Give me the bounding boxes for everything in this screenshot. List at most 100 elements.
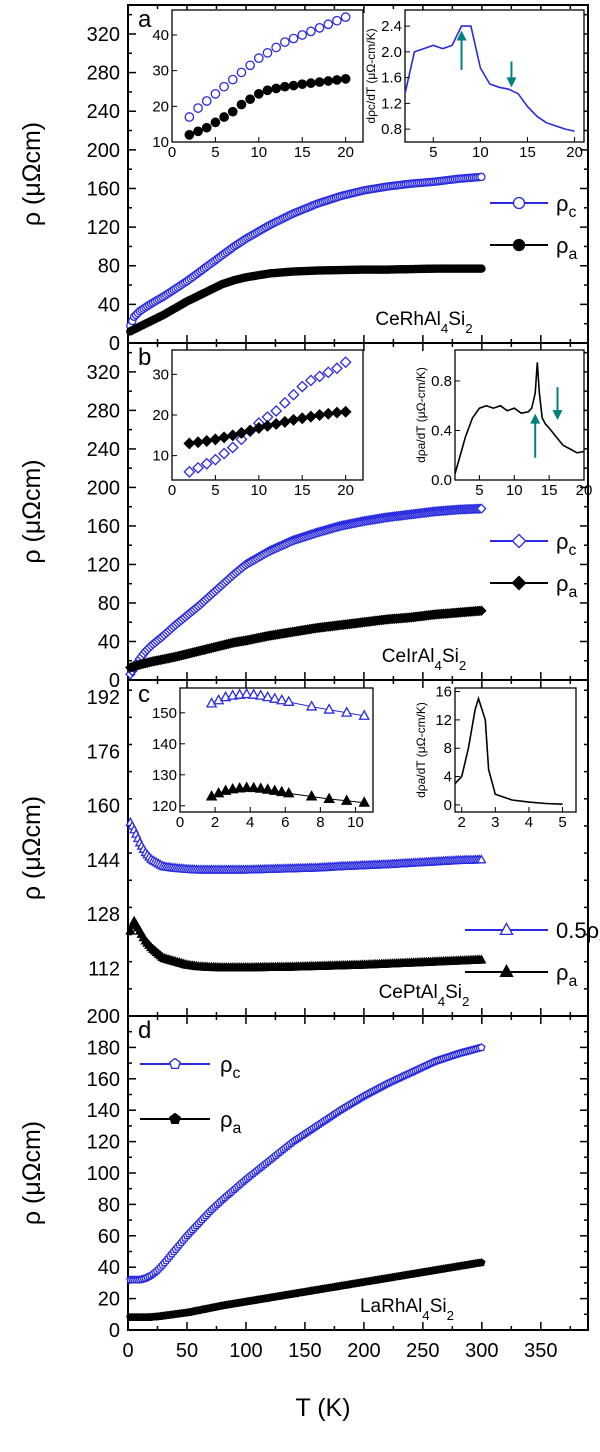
inset-x-tick-label: 0 bbox=[168, 482, 176, 499]
series-rho-a bbox=[125, 915, 487, 972]
data-point bbox=[233, 782, 246, 793]
legend-label: ρc bbox=[220, 1052, 241, 1082]
y-tick-label: 280 bbox=[87, 63, 120, 85]
data-point bbox=[244, 424, 257, 437]
inset-x-tick-label: 10 bbox=[250, 482, 267, 499]
inset-x-tick-label: 15 bbox=[519, 144, 536, 161]
sample-label: CeRhAl4Si2 bbox=[375, 309, 472, 336]
x-tick-label: 100 bbox=[229, 1340, 262, 1362]
data-point bbox=[193, 126, 203, 137]
data-point bbox=[476, 605, 487, 616]
sample-label: CeIrAl4Si2 bbox=[382, 646, 467, 673]
data-point bbox=[169, 1112, 181, 1125]
data-point bbox=[227, 74, 238, 85]
data-point bbox=[209, 453, 222, 466]
y-tick-label: 144 bbox=[87, 850, 120, 872]
arrow-head bbox=[552, 410, 563, 421]
y-tick-label: 200 bbox=[87, 1006, 120, 1028]
data-point bbox=[254, 782, 267, 793]
y-axis-label: ρ (μΩcm) bbox=[18, 796, 46, 900]
panel-letter: b bbox=[138, 344, 151, 371]
inset-y-tick-label: 12 bbox=[435, 712, 452, 729]
y-tick-label: 120 bbox=[87, 217, 120, 239]
x-tick-label: 300 bbox=[465, 1340, 498, 1362]
y-tick-label: 200 bbox=[87, 477, 120, 499]
data-point bbox=[200, 457, 213, 470]
y-tick-label: 120 bbox=[87, 1132, 120, 1154]
data-point bbox=[477, 172, 486, 182]
inset-x-tick-label: 20 bbox=[337, 482, 354, 499]
data-point bbox=[262, 85, 273, 96]
data-point bbox=[193, 103, 203, 113]
data-point bbox=[511, 575, 527, 591]
legend: ρc ρa bbox=[140, 1052, 242, 1137]
inset-frame bbox=[454, 687, 577, 813]
y-tick-label: 180 bbox=[87, 1037, 120, 1059]
data-point bbox=[297, 30, 308, 40]
data-point bbox=[253, 53, 264, 64]
data-point bbox=[240, 781, 253, 792]
y-tick-label: 240 bbox=[87, 101, 120, 123]
inset-x-tick-label: 20 bbox=[566, 144, 583, 161]
y-tick-label: 40 bbox=[98, 1257, 120, 1279]
inset-y-tick-label: 20 bbox=[152, 407, 169, 424]
inset-y-tick-label: 4 bbox=[444, 769, 452, 786]
inset-x-tick-label: 0 bbox=[168, 144, 176, 161]
data-point bbox=[283, 787, 295, 798]
data-point bbox=[125, 925, 136, 935]
data-point bbox=[227, 106, 238, 117]
arrow-head bbox=[530, 413, 541, 424]
inset-y-tick-label: 10 bbox=[152, 134, 169, 151]
y-tick-label: 80 bbox=[98, 256, 120, 278]
y-tick-label: 160 bbox=[87, 516, 120, 538]
inset-x-tick-label: 10 bbox=[506, 482, 523, 499]
legend-label: ρa bbox=[220, 1107, 242, 1137]
data-point bbox=[201, 96, 212, 106]
inset-x-tick-label: 2 bbox=[211, 814, 219, 831]
inset-frame bbox=[404, 9, 585, 143]
sample-label: LaRhAl4Si2 bbox=[360, 1296, 454, 1323]
data-point bbox=[288, 80, 299, 91]
data-point bbox=[271, 83, 282, 94]
x-tick-label: 250 bbox=[406, 1340, 439, 1362]
arrow-down-icon bbox=[506, 61, 517, 88]
data-point bbox=[219, 112, 229, 122]
inset-y-axis-label: dρa/dT (μΩ-cm/K) bbox=[414, 702, 428, 798]
data-point bbox=[323, 792, 335, 803]
inset-x-tick-label: 5 bbox=[475, 482, 483, 499]
inset-y-tick-label: 20 bbox=[152, 98, 169, 115]
inset-frame bbox=[454, 349, 585, 481]
inset-y-tick-label: 1.6 bbox=[381, 70, 402, 87]
panel-letter: c bbox=[138, 681, 150, 708]
y-tick-label: 112 bbox=[88, 958, 120, 980]
data-point bbox=[323, 703, 335, 714]
series-rho-c bbox=[125, 816, 487, 874]
inset-derivative-line bbox=[454, 695, 563, 805]
inset-c-1: 0 2 4 6 8 10 120 130 140 150 bbox=[152, 687, 374, 831]
data-point bbox=[236, 67, 247, 78]
y-tick-label: 200 bbox=[87, 140, 120, 162]
inset-x-tick-label: 15 bbox=[541, 482, 558, 499]
data-point bbox=[245, 94, 255, 105]
y-tick-label: 60 bbox=[98, 1226, 120, 1248]
inset-x-tick-label: 5 bbox=[558, 814, 566, 831]
inset-b-1: 0 5 10 15 20 10 20 30 bbox=[152, 349, 364, 499]
y-tick-label: 20 bbox=[98, 1289, 120, 1311]
data-point bbox=[183, 465, 196, 478]
data-point bbox=[288, 33, 299, 44]
data-point bbox=[280, 81, 290, 92]
series-rho-c bbox=[125, 503, 487, 680]
inset-y-tick-label: 2.4 bbox=[381, 18, 402, 35]
data-point bbox=[322, 366, 335, 379]
x-tick-label: 350 bbox=[524, 1340, 557, 1362]
inset-c-2: 2 3 4 5 0 4 8 12 16 dρa/dT (μΩ-cm/K) bbox=[414, 684, 577, 831]
inset-x-tick-label: 6 bbox=[281, 814, 289, 831]
data-point bbox=[169, 1057, 181, 1070]
data-point bbox=[477, 1258, 486, 1267]
inset-a-1: 0 5 10 15 20 10 20 30 40 bbox=[152, 9, 364, 161]
inset-y-axis-label: dρc/dT (μΩ-cm/K) bbox=[364, 28, 378, 123]
inset-x-tick-label: 3 bbox=[491, 814, 499, 831]
